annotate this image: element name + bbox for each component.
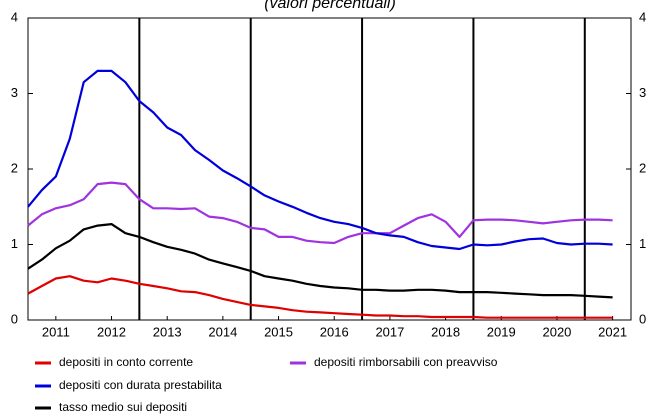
y-tick-label: 0 <box>11 311 18 326</box>
legend-label: tasso medio sui depositi <box>59 400 187 414</box>
series-line <box>27 223 613 299</box>
y-tick-label: 3 <box>11 85 18 100</box>
y2-tick-label: 4 <box>639 9 646 24</box>
x-tick-label: 2018 <box>431 324 460 339</box>
series-line <box>27 69 613 251</box>
chart-title: (valori percentuali) <box>264 0 396 12</box>
y-tick-label: 2 <box>11 160 18 175</box>
x-tick-label: 2011 <box>42 324 70 339</box>
y2-tick-label: 1 <box>639 236 646 251</box>
x-tick-label: 2019 <box>487 324 516 339</box>
x-tick-label: 2016 <box>320 324 349 339</box>
legend-label: depositi con durata prestabilita <box>59 378 222 392</box>
y-tick-label: 1 <box>11 236 18 251</box>
y2-tick-label: 2 <box>639 160 646 175</box>
y2-tick-label: 3 <box>639 85 646 100</box>
x-tick-label: 2020 <box>542 324 571 339</box>
series-line <box>27 275 613 319</box>
x-tick-label: 2012 <box>97 324 126 339</box>
y2-tick-label: 0 <box>639 311 646 326</box>
x-tick-label: 2017 <box>375 324 404 339</box>
plot-frame <box>27 17 632 321</box>
x-tick-label: 2021 <box>598 324 627 339</box>
x-tick-label: 2013 <box>153 324 182 339</box>
x-tick-label: 2014 <box>208 324 237 339</box>
x-tick-label: 2015 <box>264 324 293 339</box>
y-tick-label: 4 <box>11 9 18 24</box>
legend-label: depositi rimborsabili con preavviso <box>314 355 498 369</box>
legend-label: depositi in conto corrente <box>59 355 193 369</box>
series-line <box>27 181 613 245</box>
